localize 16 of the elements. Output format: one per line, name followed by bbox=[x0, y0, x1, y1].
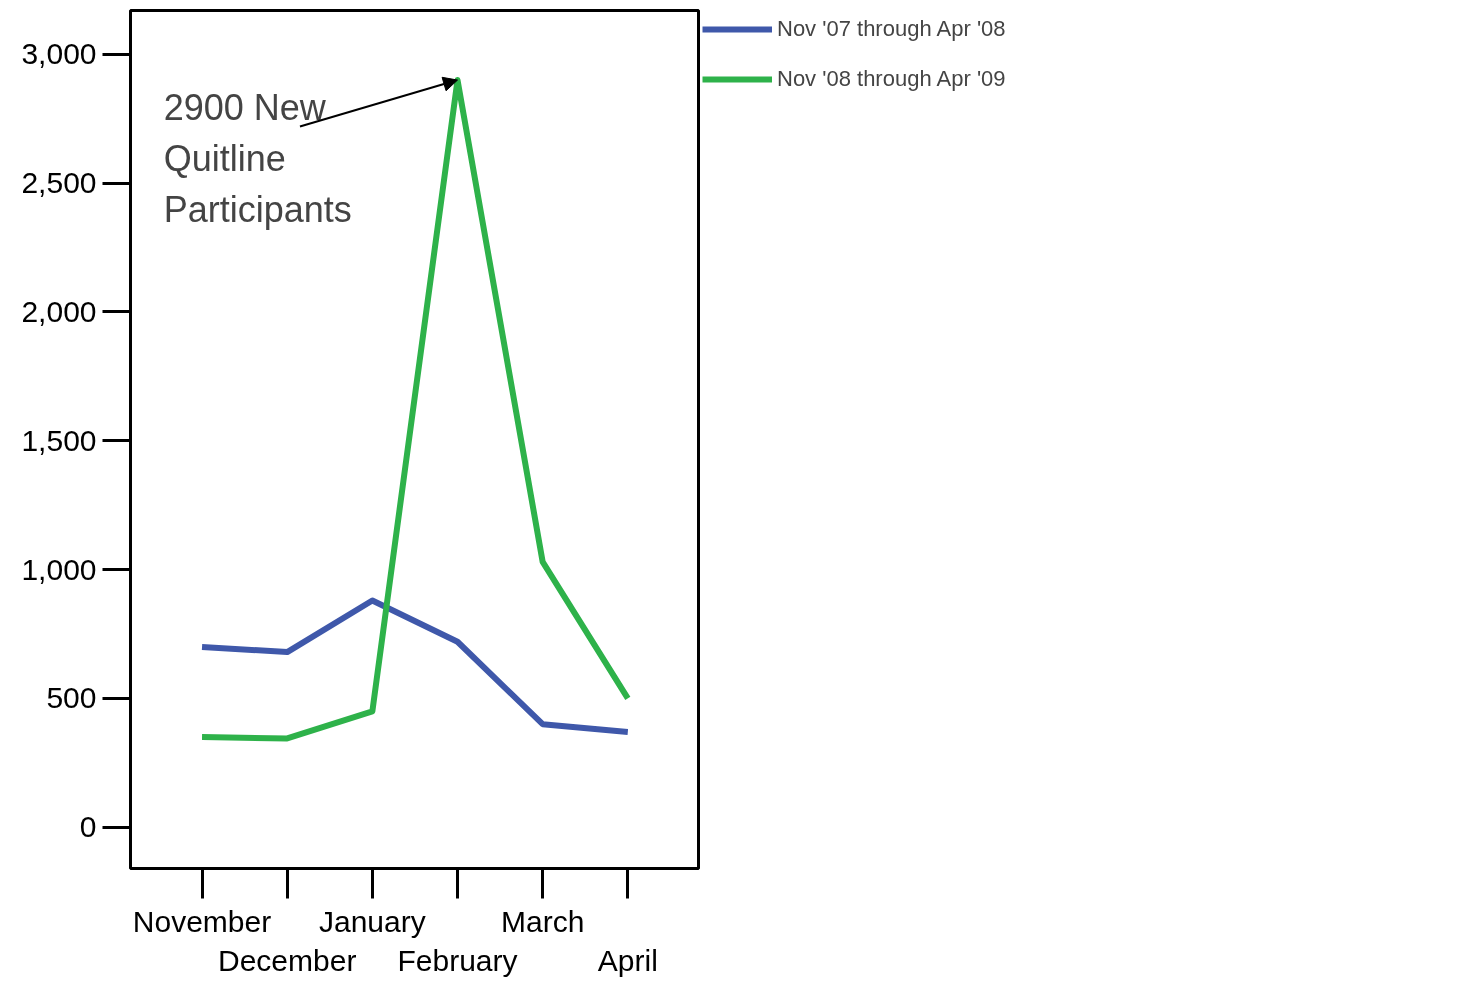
y-tick-label: 2,000 bbox=[21, 294, 97, 328]
x-tick-label: January bbox=[318, 904, 426, 938]
y-tick-label: 2,500 bbox=[21, 166, 97, 200]
y-tick-label: 1,000 bbox=[21, 552, 97, 586]
y-tick-label: 1,500 bbox=[21, 423, 97, 457]
legend-label: Nov '07 through Apr '08 bbox=[777, 16, 1006, 42]
x-tick-label: March bbox=[500, 904, 585, 938]
y-tick-label: 500 bbox=[46, 681, 97, 715]
legend-label: Nov '08 through Apr '09 bbox=[777, 66, 1006, 92]
x-tick-label: December bbox=[218, 944, 357, 978]
x-tick-label: April bbox=[597, 944, 658, 978]
x-tick-label: February bbox=[397, 944, 518, 978]
y-tick-label: 0 bbox=[79, 810, 97, 844]
x-tick-label: November bbox=[132, 904, 272, 938]
y-tick-label: 3,000 bbox=[21, 37, 97, 71]
annotation: 2900 New Quitline Participants bbox=[163, 86, 352, 231]
